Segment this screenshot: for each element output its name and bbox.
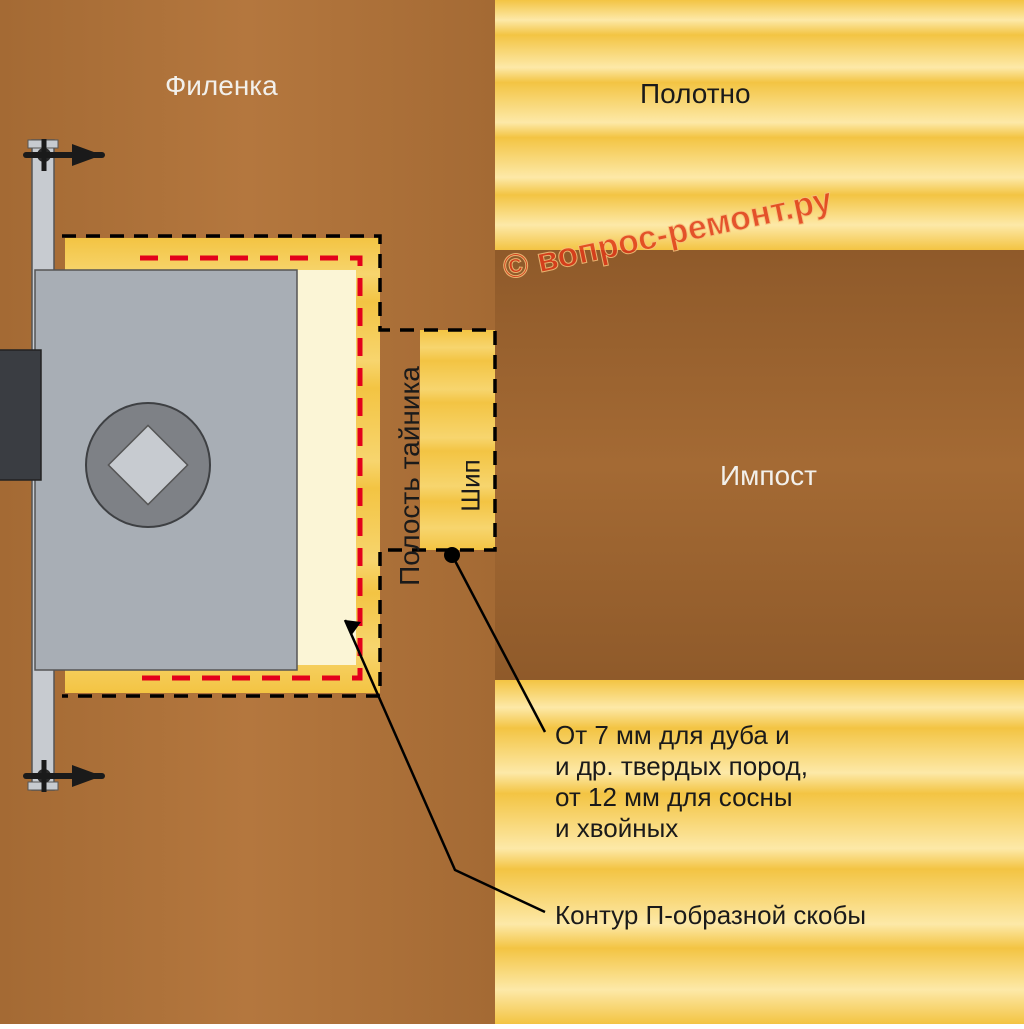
label-note: От 7 мм для дуба и и др. твердых пород, … [555,720,808,844]
label-filenka: Филенка [165,70,278,102]
diagram-svg [0,0,1024,1024]
diagram-root: Филенка Полотно Импост Шип Полость тайни… [0,0,1024,1024]
label-impost: Импост [720,460,817,492]
label-bracket: Контур П-образной скобы [555,900,866,931]
label-cavity: Полость тайника [394,366,426,586]
label-polotno: Полотно [640,78,751,110]
label-ship: Шип [456,459,487,511]
